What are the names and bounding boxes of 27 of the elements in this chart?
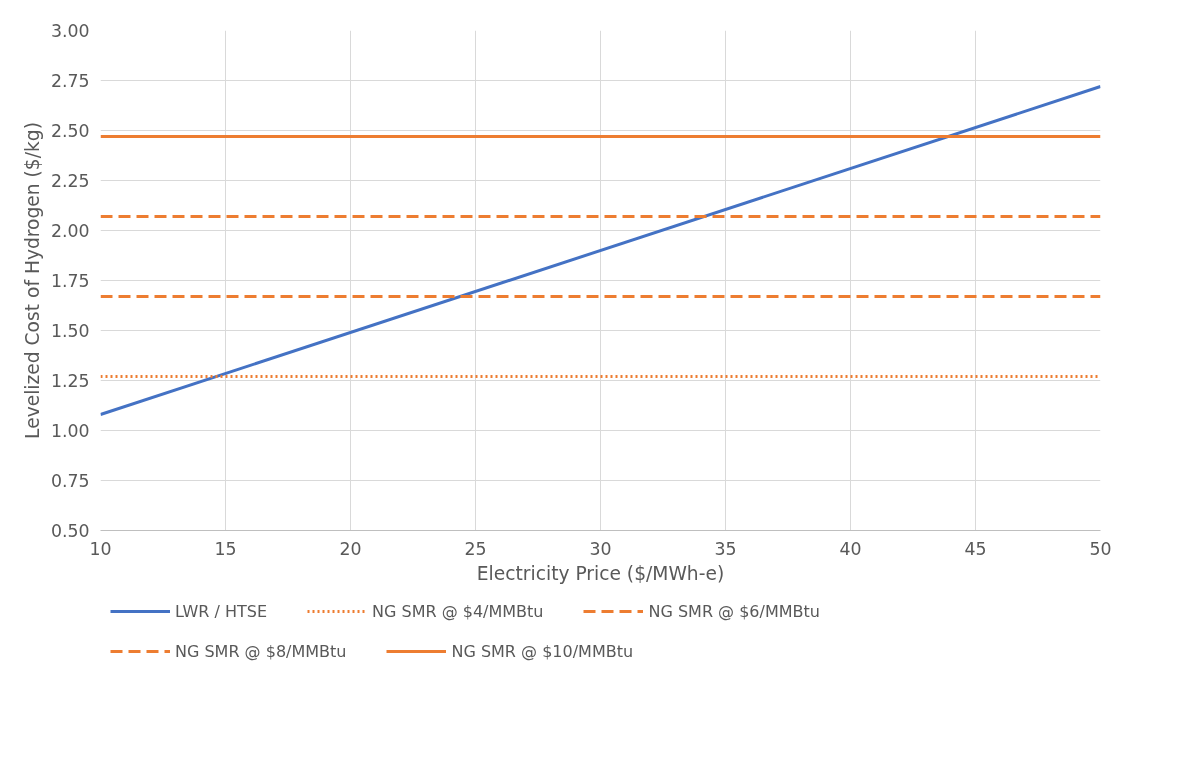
y-tick-label: 3.00 [50, 21, 90, 41]
x-tick-label: 10 [89, 538, 112, 559]
legend-label: NG SMR @ $6/MMBtu [648, 601, 820, 621]
y-tick-label: 1.50 [50, 321, 90, 341]
y-tick-label: 1.00 [50, 421, 90, 441]
y-tick-label: 2.00 [50, 221, 90, 241]
y-tick-label: 2.50 [50, 121, 90, 141]
y-tick-label: 2.25 [50, 171, 90, 191]
legend-label: NG SMR @ $10/MMBtu [451, 641, 634, 661]
y-tick-label: 0.50 [50, 521, 90, 541]
y-axis-title: Levelized Cost of Hydrogen ($/kg) [21, 122, 43, 439]
y-tick-label: 1.75 [50, 271, 90, 291]
legend-label: NG SMR @ $4/MMBtu [372, 601, 544, 621]
y-tick-label: 0.75 [50, 471, 90, 491]
x-tick-label: 35 [714, 538, 737, 559]
x-tick-label: 25 [464, 538, 487, 559]
x-tick-label: 45 [964, 538, 987, 559]
x-tick-label: 20 [339, 538, 362, 559]
x-tick-label: 40 [839, 538, 862, 559]
x-tick-label: 30 [589, 538, 612, 559]
legend-label: NG SMR @ $8/MMBtu [175, 641, 347, 661]
x-tick-label: 15 [214, 538, 237, 559]
x-axis-title: Electricity Price ($/MWh-e) [476, 562, 725, 584]
x-tick-label: 50 [1089, 538, 1112, 559]
y-tick-label: 2.75 [50, 71, 90, 91]
legend-label: LWR / HTSE [175, 601, 268, 621]
y-tick-label: 1.25 [50, 371, 90, 391]
